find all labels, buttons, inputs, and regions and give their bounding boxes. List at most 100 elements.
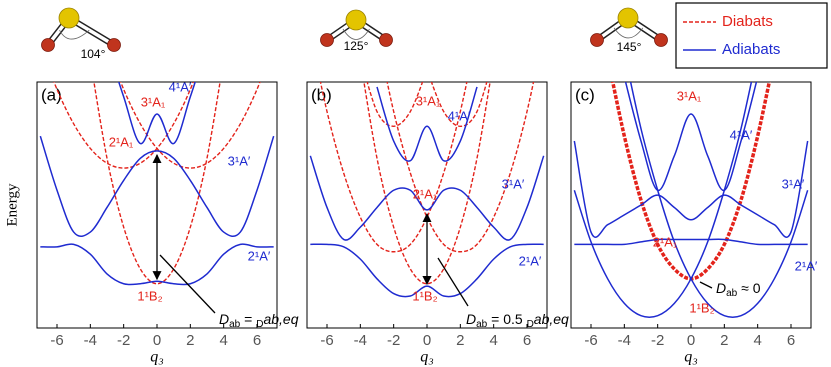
coupling-subscript: ab: [476, 319, 488, 330]
x-tick-label: -4: [354, 332, 367, 349]
state-label: 3¹A′: [782, 176, 805, 191]
legend-box: [675, 2, 828, 69]
panel-label: (c): [575, 85, 595, 104]
x-tick-label: -6: [584, 332, 597, 349]
x-tick-label: 2: [186, 332, 194, 349]
diabat-curve: [319, 82, 468, 253]
state-label: 2¹A′: [248, 248, 271, 263]
legend-label: Adiabats: [722, 41, 780, 58]
state-label: 2¹A₁: [653, 234, 678, 249]
plot-frame: [570, 81, 812, 329]
coupling-text: D: [716, 280, 726, 296]
y-axis-label: Energy: [4, 183, 20, 227]
angle-arc: [342, 28, 370, 40]
coupling-subscript: D: [256, 319, 263, 330]
oxygen-atom: [654, 33, 668, 47]
diabat-curve: [430, 82, 488, 127]
adiabat-curve: [39, 135, 275, 237]
x-axis-label: q₃: [150, 349, 164, 366]
state-label: 2¹A₁: [413, 186, 438, 201]
state-label: 3¹A′: [228, 153, 251, 168]
leader-line: [159, 254, 216, 314]
x-tick-label: 4: [219, 332, 227, 349]
adiabat-curve: [629, 82, 809, 318]
coupling-text: D: [466, 311, 476, 327]
diabat-curve: [366, 82, 424, 127]
adiabat-curve: [40, 243, 274, 286]
oxygen-atom: [41, 38, 55, 52]
coupling-text: ab,eq: [263, 311, 298, 327]
oxygen-atom: [107, 38, 121, 52]
coupling-text: ab,eq: [534, 311, 569, 327]
adiabat-curve: [376, 86, 478, 162]
state-label: 4¹A′: [730, 127, 753, 142]
sulfur-atom: [58, 7, 80, 29]
legend: [675, 2, 828, 69]
leader-line: [437, 257, 469, 307]
adiabat-curve: [310, 243, 544, 298]
leader-line: [699, 281, 713, 289]
x-tick-label: 4: [753, 332, 761, 349]
bond-angle: 125°: [344, 39, 369, 53]
state-label: 1¹B₂: [412, 288, 437, 303]
x-tick-label: 0: [153, 332, 161, 349]
angle-arc: [613, 27, 644, 39]
coupling-label: Dab = Dab,eq: [219, 311, 299, 330]
sulfur-atom: [617, 7, 639, 29]
oxygen-atom: [379, 33, 393, 47]
coupling-subscript: D: [527, 319, 534, 330]
x-tick-label: -6: [320, 332, 333, 349]
x-tick-label: -4: [84, 332, 97, 349]
adiabat-curve: [309, 155, 545, 241]
state-label: 3¹A₁: [677, 88, 702, 103]
diabat-curve: [363, 82, 491, 285]
coupling-label: Dab ≈ 0: [716, 280, 761, 299]
diabat-curve: [53, 82, 195, 169]
coupling-text: =: [240, 311, 256, 327]
bond-angle: 145°: [617, 40, 642, 54]
x-axis-label: q₃: [420, 349, 434, 366]
diabat-curve: [119, 82, 261, 169]
state-label: 3¹A₁: [141, 94, 166, 109]
state-label: 1¹B₂: [137, 288, 162, 303]
x-tick-label: 6: [787, 332, 795, 349]
x-tick-label: -6: [50, 332, 63, 349]
state-label: 1¹B₂: [689, 300, 714, 315]
x-axis-label: q₃: [684, 349, 698, 366]
panel: 145° -6 -4 -2 0 2 4 6 q₃ (c) 3¹A₁ 4¹A′ 2¹A₁ 3¹A′ 2¹A′ 1…: [570, 7, 818, 366]
coupling-label: Dab = 0.5 Dab,eq: [466, 311, 569, 330]
legend-label: Diabats: [722, 13, 773, 30]
coupling-text: = 0.5: [487, 311, 526, 327]
coupling-text: D: [219, 311, 229, 327]
state-label: 2¹A′: [795, 258, 818, 273]
angle-arc: [59, 29, 90, 40]
adiabat-curve: [624, 82, 758, 191]
diabat-curve: [93, 82, 221, 285]
adiabat-curve: [573, 82, 753, 318]
x-tick-label: 2: [456, 332, 464, 349]
coupling-text: ≈ 0: [737, 280, 760, 296]
x-tick-label: 0: [687, 332, 695, 349]
adiabat-curve: [574, 238, 808, 246]
panel: 125° -6 -4 -2 0 2 4 6 q₃ (b) 3¹A₁ 4¹A′ 2¹A₁ 3¹A′ 2¹A′ 1…: [306, 9, 569, 366]
state-label: 4¹A′: [169, 79, 192, 94]
panel-label: (a): [41, 85, 62, 104]
x-tick-label: -2: [117, 332, 130, 349]
bond-angle: 104°: [81, 47, 106, 61]
oxygen-atom: [590, 33, 604, 47]
x-tick-label: 4: [489, 332, 497, 349]
panel-label: (b): [311, 85, 332, 104]
x-tick-label: 6: [253, 332, 261, 349]
state-label: 3¹A₁: [416, 93, 441, 108]
state-label: 2¹A′: [519, 253, 542, 268]
oxygen-atom: [320, 33, 334, 47]
state-label: 2¹A₁: [109, 134, 134, 149]
x-tick-label: 0: [423, 332, 431, 349]
adiabat-curve: [573, 140, 809, 238]
x-tick-label: -2: [651, 332, 664, 349]
coupling-subscript: ab: [726, 288, 738, 299]
diabat-curve: [386, 82, 535, 253]
adiabat-curve: [118, 82, 196, 145]
coupling-subscript: ab: [229, 319, 241, 330]
